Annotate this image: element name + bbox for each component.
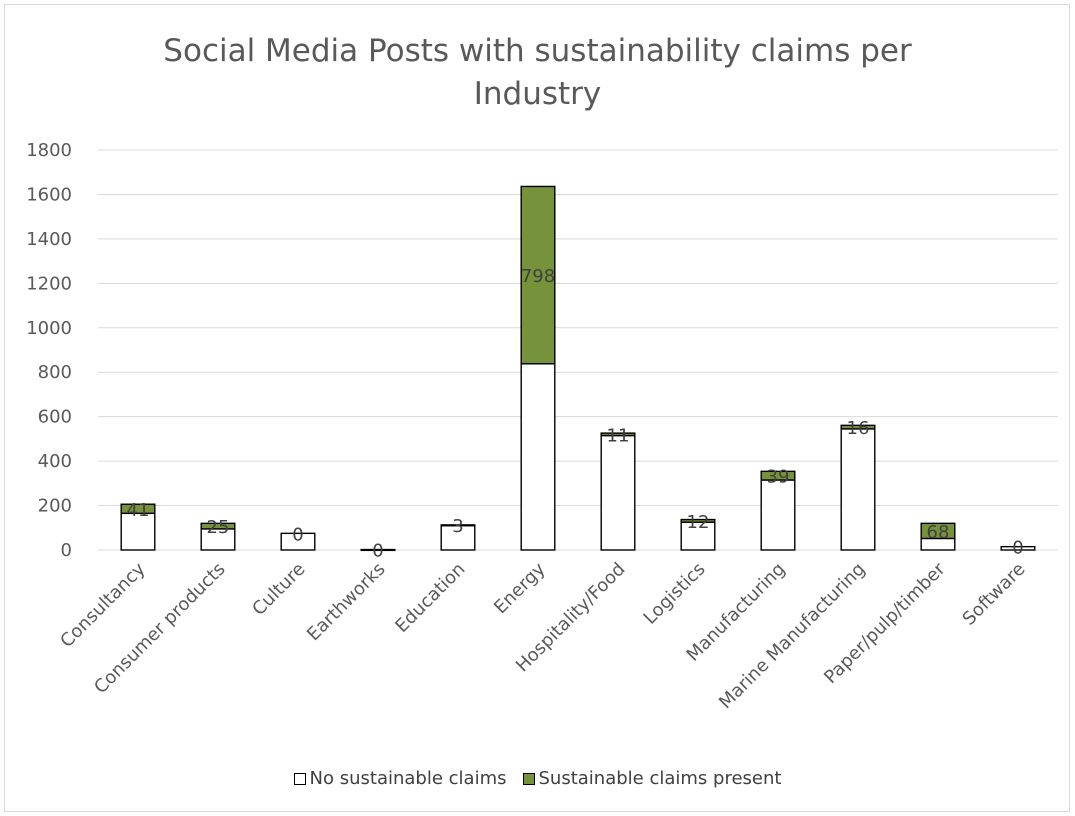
x-category-label: Earthworks: [303, 559, 389, 645]
data-label: 68: [927, 522, 950, 543]
data-label: 12: [687, 512, 710, 533]
bar-no-claims: [840, 428, 876, 551]
y-tick-label: 1200: [26, 273, 72, 294]
y-tick-label: 800: [38, 362, 72, 383]
chart-title-line-2: Industry: [473, 76, 602, 112]
chart-title: Social Media Posts with sustainability c…: [0, 30, 1075, 116]
legend-item-no-claims: No sustainable claims: [293, 768, 507, 789]
bar-claims-present: [680, 518, 716, 523]
x-category-label: Marine Manufacturing: [715, 559, 870, 714]
bar-claims-present: [760, 470, 796, 481]
bar-no-claims: [1000, 545, 1036, 551]
bar-claims-present: [440, 524, 476, 527]
legend-swatch-claims: [522, 772, 535, 785]
bar-no-claims: [280, 532, 316, 551]
legend-label-no-claims: No sustainable claims: [309, 768, 507, 789]
data-label: 0: [1012, 538, 1023, 559]
data-label: 0: [292, 524, 303, 545]
y-tick-label: 0: [61, 540, 72, 561]
data-label: 11: [607, 425, 630, 446]
bar-claims-present: [200, 522, 236, 530]
x-category-label: Logistics: [640, 559, 710, 629]
x-category-label: Energy: [490, 558, 550, 618]
y-tick-label: 200: [38, 496, 72, 517]
data-label: 39: [767, 467, 790, 488]
x-category-label: Consumer products: [90, 559, 229, 698]
y-tick-label: 1000: [26, 318, 72, 339]
chart-legend: No sustainable claims Sustainable claims…: [0, 768, 1075, 789]
data-label: 16: [847, 418, 870, 439]
bar-no-claims: [760, 479, 796, 551]
chart-title-line-1: Social Media Posts with sustainability c…: [163, 33, 912, 69]
y-tick-label: 1400: [26, 229, 72, 250]
bar-no-claims: [360, 548, 396, 552]
bar-claims-present: [840, 424, 876, 430]
bar-no-claims: [600, 434, 636, 551]
data-label: 0: [372, 541, 383, 562]
y-tick-label: 400: [38, 451, 72, 472]
y-tick-label: 600: [38, 407, 72, 428]
chart-plot: 02004006008001000120014001600180041Consu…: [26, 140, 1058, 714]
data-label: 41: [127, 500, 150, 521]
legend-label-claims: Sustainable claims present: [538, 768, 782, 789]
y-tick-label: 1800: [26, 140, 72, 161]
bar-no-claims: [440, 524, 476, 551]
legend-swatch-no-claims: [293, 772, 306, 785]
bar-claims-present: [920, 522, 956, 540]
x-category-label: Education: [391, 559, 469, 637]
legend-item-claims: Sustainable claims present: [522, 768, 782, 789]
data-label: 25: [207, 517, 230, 538]
bar-no-claims: [680, 521, 716, 551]
x-category-label: Software: [959, 559, 1030, 630]
bar-claims-present: [600, 432, 636, 437]
data-label: 798: [521, 266, 555, 287]
bar-claims-present: [120, 503, 156, 515]
x-category-label: Culture: [248, 559, 309, 620]
y-tick-label: 1600: [26, 184, 72, 205]
bar-claims-present: [520, 185, 556, 365]
data-label: 3: [452, 516, 463, 537]
bar-no-claims: [520, 363, 556, 551]
